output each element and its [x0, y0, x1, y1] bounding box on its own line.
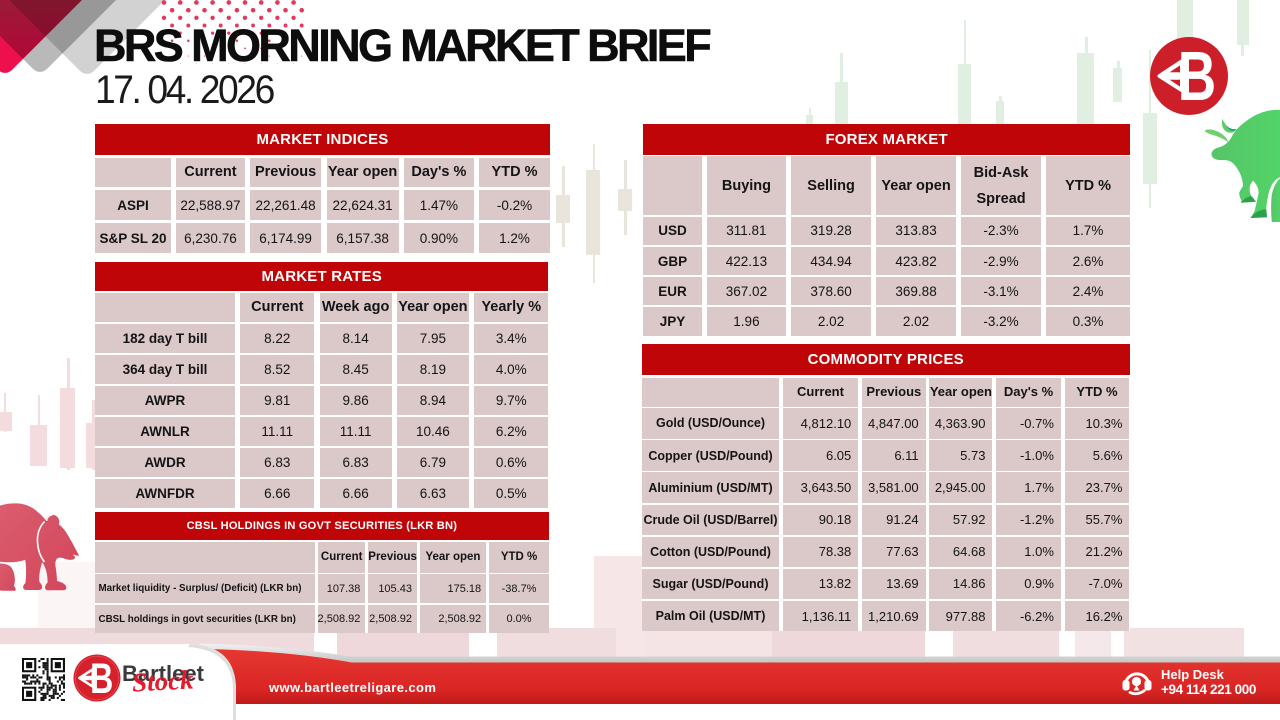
svg-text:B: B [90, 655, 113, 702]
